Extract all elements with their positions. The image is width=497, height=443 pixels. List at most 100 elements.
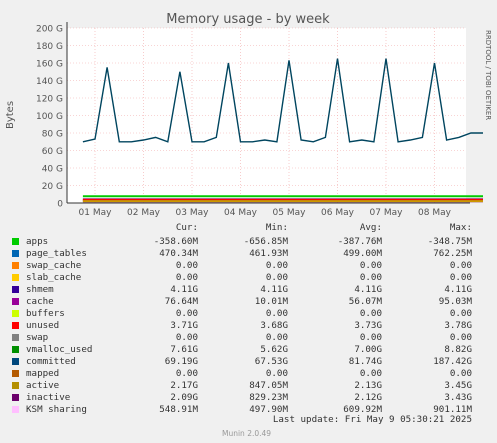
x-tick-label: 08 May xyxy=(418,208,452,218)
legend-max-value: 3.43G xyxy=(444,392,472,403)
legend-label: active xyxy=(26,380,60,391)
legend-min-value: 497.90M xyxy=(249,404,288,415)
legend-row: vmalloc_used 7.61G 5.62G 7.00G 8.82G xyxy=(12,344,482,356)
x-tick-label: 04 May xyxy=(224,208,258,218)
legend-min-value: 0.00 xyxy=(265,368,288,379)
legend-swatch xyxy=(12,238,19,245)
legend-cur-value: 0.00 xyxy=(175,272,198,283)
legend-max-value: 95.03M xyxy=(438,296,472,307)
legend-avg-value: 3.73G xyxy=(354,320,382,331)
legend-label: inactive xyxy=(26,392,71,403)
legend-min-value: 5.62G xyxy=(260,344,288,355)
legend-label: unused xyxy=(26,320,60,331)
chart-title: Memory usage - by week xyxy=(166,12,330,27)
legend-label: buffers xyxy=(26,308,65,319)
legend-row: KSM sharing 548.91M 497.90M 609.92M 901.11M xyxy=(12,404,482,416)
legend-cur-value: 76.64M xyxy=(164,296,198,307)
legend-avg-value: 499.00M xyxy=(343,248,382,259)
legend-swatch xyxy=(12,346,19,353)
y-tick-label: 180 G xyxy=(36,42,63,52)
y-tick-label: 80 G xyxy=(42,130,63,140)
legend-avg-value: 2.13G xyxy=(354,380,382,391)
legend-avg-value: -387.76M xyxy=(337,236,382,247)
legend-avg-value: 2.12G xyxy=(354,392,382,403)
y-tick-label: 200 G xyxy=(36,25,63,35)
legend-row: swap 0.00 0.00 0.00 0.00 xyxy=(12,332,482,344)
header-cur: Cur: xyxy=(175,222,198,233)
legend-avg-value: 0.00 xyxy=(359,368,382,379)
legend-label: slab_cache xyxy=(26,272,82,283)
legend-cur-value: 7.61G xyxy=(170,344,198,355)
legend-label: shmem xyxy=(26,284,54,295)
legend-max-value: 901.11M xyxy=(433,404,472,415)
legend-label: swap_cache xyxy=(26,260,82,271)
legend-row: slab_cache 0.00 0.00 0.00 0.00 xyxy=(12,272,482,284)
last-update-row: Last update: Fri May 9 05:30:21 2025 xyxy=(12,414,482,426)
legend-cur-value: 2.09G xyxy=(170,392,198,403)
legend-min-value: 829.23M xyxy=(249,392,288,403)
legend-cur-value: 0.00 xyxy=(175,368,198,379)
legend-max-value: -348.75M xyxy=(427,236,472,247)
legend-label: mapped xyxy=(26,368,60,379)
y-tick-label: 0 xyxy=(57,200,63,210)
legend-avg-value: 81.74G xyxy=(348,356,382,367)
legend-min-value: 10.01M xyxy=(254,296,288,307)
legend-max-value: 0.00 xyxy=(449,368,472,379)
legend-min-value: -656.85M xyxy=(243,236,288,247)
legend-max-value: 3.45G xyxy=(444,380,472,391)
legend-row: mapped 0.00 0.00 0.00 0.00 xyxy=(12,368,482,380)
y-tick-label: 100 G xyxy=(36,112,63,122)
legend-row: unused 3.71G 3.68G 3.73G 3.78G xyxy=(12,320,482,332)
legend-label: apps xyxy=(26,236,49,247)
legend-max-value: 8.82G xyxy=(444,344,472,355)
legend-label: cache xyxy=(26,296,54,307)
y-tick-label: 140 G xyxy=(36,77,63,87)
axes: 0 20 G 40 G 60 G 80 G 100 G 120 G 140 G 160 G 180… xyxy=(36,22,470,218)
last-update: Last update: Fri May 9 05:30:21 2025 xyxy=(272,414,472,425)
legend-swatch xyxy=(12,274,19,281)
legend-row: page_tables 470.34M 461.93M 499.00M 762.25M xyxy=(12,248,482,260)
legend-swatch xyxy=(12,322,19,329)
legend-cur-value: 0.00 xyxy=(175,308,198,319)
x-tick-label: 03 May xyxy=(176,208,210,218)
legend-swatch xyxy=(12,298,19,305)
legend-row: buffers 0.00 0.00 0.00 0.00 xyxy=(12,308,482,320)
header-avg: Avg: xyxy=(359,222,382,233)
x-tick-label: 06 May xyxy=(321,208,355,218)
legend-row: committed 69.19G 67.53G 81.74G 187.42G xyxy=(12,356,482,368)
legend-max-value: 0.00 xyxy=(449,332,472,343)
header-min: Min: xyxy=(265,222,288,233)
legend-label: swap xyxy=(26,332,49,343)
legend-cur-value: -358.60M xyxy=(153,236,198,247)
legend-swatch xyxy=(12,262,19,269)
legend-swatch xyxy=(12,286,19,293)
legend-swatch xyxy=(12,394,19,401)
x-tick-label: 05 May xyxy=(273,208,307,218)
legend-cur-value: 2.17G xyxy=(170,380,198,391)
legend-min-value: 4.11G xyxy=(260,284,288,295)
y-tick-label: 60 G xyxy=(42,147,63,157)
legend-label: vmalloc_used xyxy=(26,344,93,355)
legend-max-value: 0.00 xyxy=(449,272,472,283)
legend-cur-value: 4.11G xyxy=(170,284,198,295)
legend-swatch xyxy=(12,382,19,389)
legend-swatch xyxy=(12,358,19,365)
y-tick-label: 40 G xyxy=(42,165,63,175)
legend-avg-value: 609.92M xyxy=(343,404,382,415)
legend-avg-value: 56.07M xyxy=(348,296,382,307)
series-line-committed xyxy=(82,58,483,143)
legend-label: KSM sharing xyxy=(26,404,87,415)
x-tick-label: 01 May xyxy=(79,208,113,218)
footer-row: Munin 2.0.49 xyxy=(12,429,482,441)
legend-swatch xyxy=(12,310,19,317)
legend-avg-value: 7.00G xyxy=(354,344,382,355)
rrdtool-credit: RRDTOOL / TOBI OETIKER xyxy=(484,30,492,120)
legend-min-value: 0.00 xyxy=(265,260,288,271)
legend-row: cache 76.64M 10.01M 56.07M 95.03M xyxy=(12,296,482,308)
legend-row: apps -358.60M -656.85M -387.76M -348.75M xyxy=(12,236,482,248)
legend-avg-value: 4.11G xyxy=(354,284,382,295)
legend-avg-value: 0.00 xyxy=(359,272,382,283)
y-axis-label: Bytes xyxy=(5,101,16,129)
legend-avg-value: 0.00 xyxy=(359,260,382,271)
